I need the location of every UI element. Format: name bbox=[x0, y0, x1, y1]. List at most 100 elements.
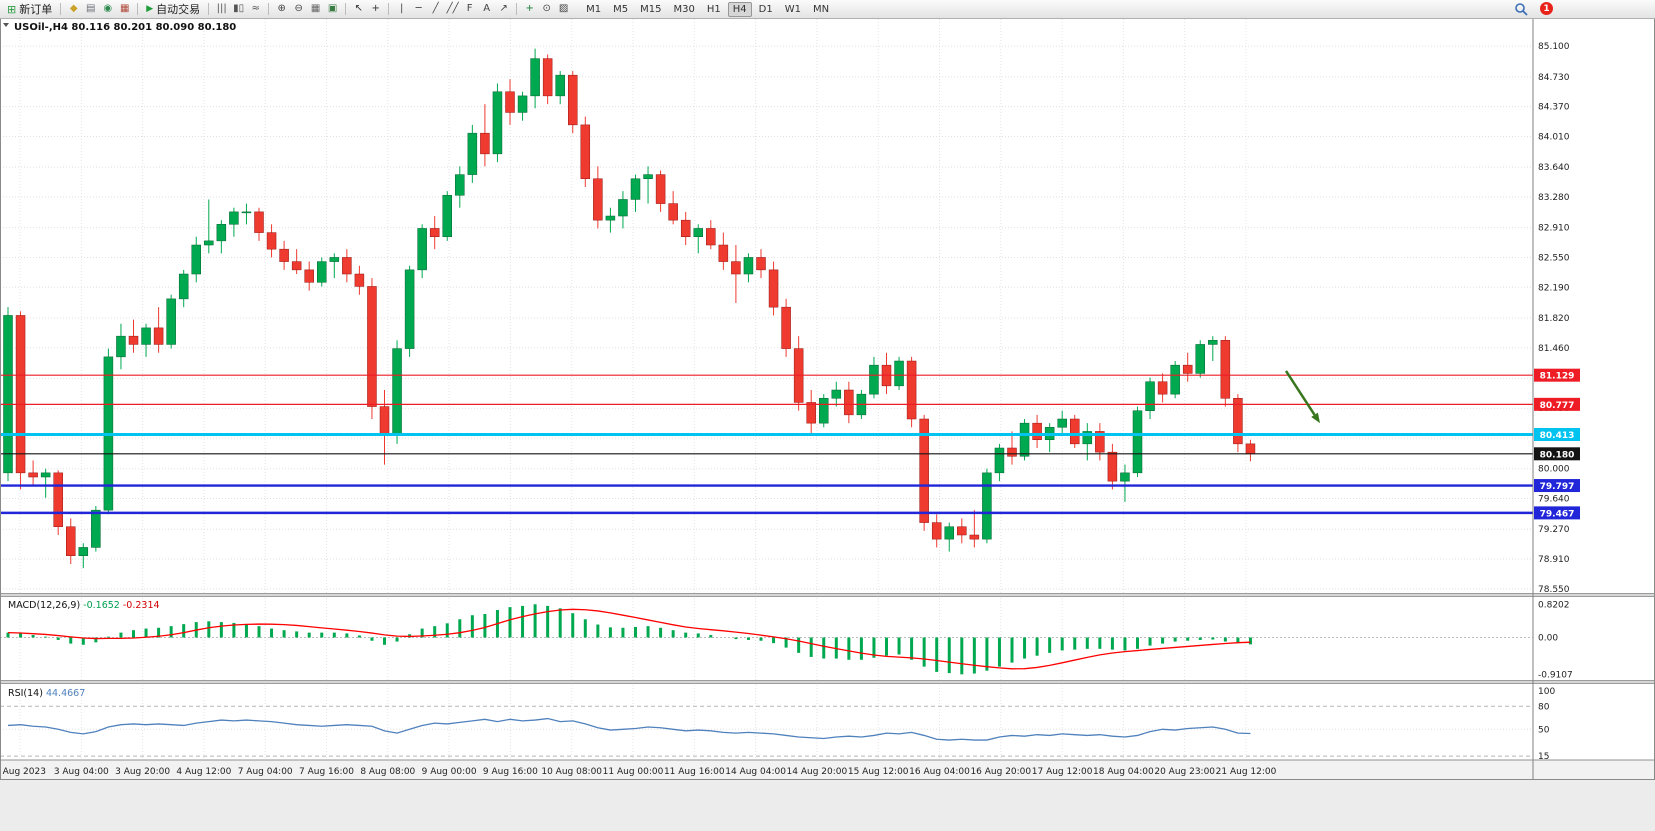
price-tick-label: 84.730 bbox=[1538, 73, 1570, 83]
candle-body bbox=[906, 360, 917, 420]
zoom-in-icon: ⊕ bbox=[277, 3, 286, 14]
periods-button[interactable]: ⊙ bbox=[538, 1, 555, 17]
chart-collapse-icon[interactable] bbox=[3, 23, 9, 27]
candle-body bbox=[668, 203, 678, 221]
price-tag-label: 80.777 bbox=[1540, 401, 1575, 411]
candle-body bbox=[517, 95, 528, 113]
candle-body bbox=[806, 402, 816, 424]
candle-body bbox=[442, 195, 452, 237]
chart-window: 2 Aug 2023 3 Aug 04:00 3 Aug 20:00 4 Aug 12… bbox=[0, 18, 1655, 827]
notification-badge[interactable]: 1 bbox=[1540, 2, 1553, 15]
terminal-icon: ▦ bbox=[119, 3, 130, 14]
candle-body bbox=[291, 261, 302, 271]
price-tag bbox=[1534, 447, 1580, 461]
candle-body bbox=[931, 522, 942, 540]
toolbar-separator bbox=[345, 3, 347, 15]
time-label: 11 Aug 16:00 bbox=[664, 767, 725, 777]
cursor-button[interactable]: ↖ bbox=[350, 1, 367, 17]
timeframe-m5[interactable]: M5 bbox=[608, 2, 633, 17]
tile-windows-button[interactable]: ▦ bbox=[307, 1, 324, 17]
line-chart-button[interactable]: ≈ bbox=[247, 1, 264, 17]
time-axis[interactable] bbox=[0, 760, 1655, 780]
price-tick-label: 82.550 bbox=[1538, 253, 1570, 263]
timeframe-h4[interactable]: H4 bbox=[727, 1, 752, 17]
candle-chart-button[interactable]: ▮▯ bbox=[230, 1, 247, 17]
periods-icon: ⊙ bbox=[542, 3, 551, 14]
candle-chart-icon: ▮▯ bbox=[233, 3, 245, 14]
indicators-button[interactable]: + bbox=[521, 1, 538, 17]
templates-button[interactable]: ▨ bbox=[555, 1, 572, 17]
trend-arrow-annotation[interactable] bbox=[1284, 370, 1320, 424]
candle-body bbox=[1070, 418, 1080, 445]
time-label: 3 Aug 20:00 bbox=[115, 767, 170, 777]
bar-chart-button[interactable]: ||| bbox=[213, 1, 230, 17]
time-label: 14 Aug 04:00 bbox=[725, 767, 786, 777]
zoom-out-button[interactable]: ⊖ bbox=[290, 1, 307, 17]
terminal-button[interactable]: ▦ bbox=[116, 1, 133, 17]
pane-splitter[interactable] bbox=[0, 593, 1655, 597]
fibonacci-button[interactable]: F bbox=[461, 1, 478, 17]
candle-body bbox=[40, 472, 51, 478]
text-button[interactable]: A bbox=[478, 1, 495, 17]
candle-body bbox=[1032, 422, 1042, 440]
price-tick-label: 83.640 bbox=[1538, 163, 1570, 173]
timeframe-d1[interactable]: D1 bbox=[754, 2, 778, 17]
pane-splitter[interactable] bbox=[0, 680, 1655, 684]
print-button[interactable]: ▤ bbox=[82, 1, 99, 17]
price-tag-label: 80.180 bbox=[1540, 450, 1575, 460]
search-icon bbox=[1515, 3, 1528, 16]
search-button[interactable] bbox=[1514, 2, 1529, 17]
chart-canvas[interactable]: 2 Aug 2023 3 Aug 04:00 3 Aug 20:00 4 Aug 12… bbox=[0, 18, 1655, 827]
candle-body bbox=[743, 257, 754, 275]
channel-button[interactable]: ╱╱ bbox=[444, 1, 461, 17]
new-chart-button[interactable]: ▣ bbox=[324, 1, 341, 17]
arrows-button[interactable]: ↗ bbox=[495, 1, 512, 17]
timeframe-m15[interactable]: M15 bbox=[635, 2, 666, 17]
candle-body bbox=[693, 228, 703, 237]
candle-body bbox=[655, 174, 666, 204]
candle-body bbox=[969, 534, 980, 540]
price-tag-label: 79.467 bbox=[1540, 509, 1575, 519]
price-tag bbox=[1534, 368, 1580, 382]
price-tick-label: 80.000 bbox=[1538, 465, 1570, 475]
macd-tick-label: 0.00 bbox=[1538, 633, 1558, 643]
candle-body bbox=[53, 472, 63, 527]
candle-body bbox=[530, 58, 540, 97]
timeframe-h1[interactable]: H1 bbox=[702, 2, 726, 17]
candle-body bbox=[568, 74, 578, 126]
zoom-in-button[interactable]: ⊕ bbox=[273, 1, 290, 17]
timeframe-m1[interactable]: M1 bbox=[581, 2, 606, 17]
candle-body bbox=[28, 472, 38, 478]
candle-body bbox=[467, 132, 478, 175]
navigator-button[interactable]: ◉ bbox=[99, 1, 116, 17]
timeframe-w1[interactable]: W1 bbox=[780, 2, 806, 17]
crosshair-button[interactable]: + bbox=[367, 1, 384, 17]
indicators-icon: + bbox=[525, 3, 534, 14]
candle-body bbox=[718, 244, 729, 262]
time-label: 4 Aug 12:00 bbox=[176, 767, 231, 777]
new-order-button[interactable]: ⊞ 新订单 bbox=[3, 1, 56, 17]
candle-body bbox=[819, 398, 829, 424]
candle-body bbox=[1132, 410, 1143, 474]
toolbar-separator bbox=[268, 3, 270, 15]
horizontal-line-button[interactable]: ─ bbox=[410, 1, 427, 17]
price-tick-label: 82.910 bbox=[1538, 224, 1570, 234]
vertical-line-button[interactable]: | bbox=[393, 1, 410, 17]
timeframe-mn[interactable]: MN bbox=[808, 2, 834, 17]
candle-body bbox=[178, 273, 189, 300]
price-tick-label: 84.010 bbox=[1538, 132, 1570, 142]
candle-body bbox=[15, 315, 26, 474]
time-label: 8 Aug 08:00 bbox=[360, 767, 415, 777]
market-watch-button[interactable]: ◆ bbox=[65, 1, 82, 17]
candle-body bbox=[204, 240, 214, 246]
candle-body bbox=[166, 298, 176, 345]
candle-body bbox=[1120, 472, 1130, 482]
candle-body bbox=[1220, 340, 1231, 399]
trendline-button[interactable]: ╱ bbox=[427, 1, 444, 17]
candle-body bbox=[254, 211, 264, 233]
candle-body bbox=[894, 360, 904, 387]
autotrade-button[interactable]: ▶ 自动交易 bbox=[142, 1, 204, 17]
timeframe-m30[interactable]: M30 bbox=[669, 2, 700, 17]
candle-body bbox=[844, 389, 854, 416]
candle-body bbox=[643, 174, 653, 179]
